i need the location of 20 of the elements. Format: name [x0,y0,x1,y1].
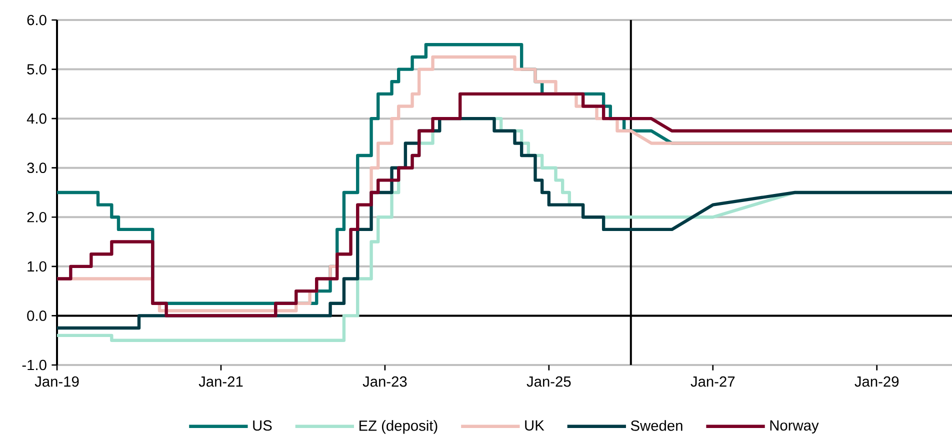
x-tick-label: Jan-25 [526,376,571,387]
x-tick-label: Jan-19 [34,376,79,387]
legend-label: Sweden [630,420,682,431]
legend-label: US [253,420,272,431]
x-tick-label: Jan-21 [198,376,243,387]
y-tick-label: 1.0 [28,261,46,272]
y-tick-label: 3.0 [27,162,46,174]
legend-label: EZ (deposit) [359,420,438,434]
y-tick-label: 2.0 [27,212,46,222]
x-tick-label: Jan-27 [690,376,735,387]
legend-label: Norway [770,420,819,434]
y-tick-label: 6.0 [27,14,46,26]
legend-label: UK [525,420,544,431]
x-tick-label: Jan-29 [854,376,899,387]
y-tick-label: 0.0 [27,310,46,321]
y-tick-label: 4.0 [26,113,46,124]
y-tick-label: 5.0 [27,64,46,74]
y-tick-label: -1.0 [22,360,46,370]
x-tick-label: Jan-23 [362,376,407,387]
line-series [55,92,952,318]
